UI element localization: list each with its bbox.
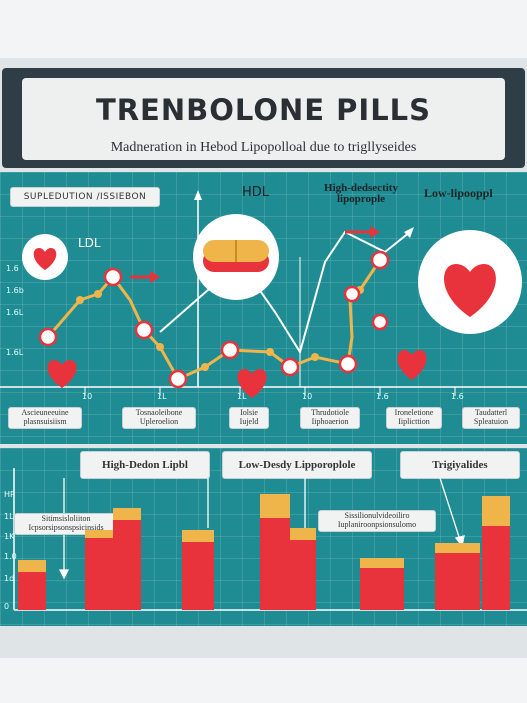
y-tick-4: 1.6L	[6, 348, 24, 357]
bar-2	[85, 530, 113, 610]
gold-point	[266, 348, 274, 356]
gold-point	[156, 343, 164, 351]
red-arrow-1	[130, 271, 160, 283]
marker-points	[38, 250, 390, 389]
gold-line-points	[76, 286, 364, 371]
bar-9	[482, 496, 510, 610]
bottom-y-tick-1: HP	[4, 490, 15, 499]
bar-cap	[182, 530, 214, 542]
y-tick-3: 1.6L	[6, 308, 24, 317]
bar-cap	[85, 530, 113, 538]
bottom-note-1: Sitimsisloliiton Icpsorsipsonspsicinsids	[14, 513, 118, 535]
bar-4	[182, 530, 214, 610]
x-tick-2: 1L	[157, 392, 167, 401]
pointer-lines	[58, 477, 465, 580]
y-tick-1: 1.6	[6, 264, 19, 273]
category-label-4: Thrudotiole Iiphoaerion	[300, 407, 360, 429]
x-tick-3: 1L	[237, 392, 247, 401]
marker-point	[134, 320, 154, 340]
trend-arrow-head	[404, 227, 414, 238]
x-tick-1: 10	[82, 392, 93, 401]
bottom-label-low: Low-Desdy Lipporoplole	[222, 451, 372, 479]
marker-point	[280, 357, 300, 377]
header-banner: TRENBOLONE PILLS Madneration in Hebod Li…	[2, 68, 525, 168]
bar-5	[260, 494, 290, 610]
gold-point	[311, 353, 319, 361]
category-label-3: Iolsie Iujeld	[229, 407, 269, 429]
bottom-y-tick-5: 1d	[4, 574, 15, 583]
header-card: TRENBOLONE PILLS Madneration in Hebod Li…	[22, 78, 505, 160]
page-subtitle: Madneration in Hebod Lipopolloal due to …	[110, 140, 417, 155]
bar-8	[435, 543, 480, 610]
marker-point	[168, 369, 188, 389]
red-arrow-2	[345, 226, 380, 238]
heart-icon	[418, 230, 522, 334]
category-label-6: Taudatterl Spleatuion	[462, 407, 520, 429]
marker-point	[370, 250, 390, 270]
bar-cap	[113, 508, 141, 520]
category-label-1: Ascieuneeuine plasnsuisiism	[8, 407, 82, 429]
marker-point	[338, 354, 358, 374]
top-chart-graphics	[0, 190, 527, 398]
section-label: SUPLEDUTION /ISSIEBON	[10, 187, 160, 207]
heart-icon	[22, 234, 68, 280]
category-label-2: Tosnaoleibone Upleroelion	[122, 407, 196, 429]
heart-icon	[47, 360, 77, 388]
marker-point	[103, 267, 123, 287]
bar-cap	[260, 494, 290, 518]
y-axis-arrow	[194, 190, 202, 200]
bar-7	[360, 558, 404, 610]
category-label-5: Ironeletione Iiplicttion	[386, 407, 442, 429]
bar-3	[113, 508, 141, 610]
heart-icon	[397, 350, 427, 380]
bottom-chart-graphics	[13, 468, 527, 611]
bottom-label-trig: Trigiyalides	[400, 451, 520, 479]
pill-icon	[193, 214, 279, 300]
x-tick-4: 10	[302, 392, 313, 401]
bottom-y-tick-4: 1.0	[4, 552, 17, 561]
bottom-y-tick-6: 0	[4, 602, 10, 611]
legend-ldl: LDL	[78, 236, 101, 250]
bar-cap	[18, 560, 46, 572]
marker-point	[371, 313, 389, 331]
bar-cap	[360, 558, 404, 568]
bar-cap	[482, 496, 510, 526]
legend-high-density: High-dedsectity lipoprople	[324, 182, 398, 205]
bar-cap	[290, 528, 316, 540]
legend-hdl: HDL	[242, 185, 270, 200]
bottom-note-2: Sissilionulvideoiliro Iuplaniroonpsionsu…	[318, 510, 436, 532]
gold-point	[94, 290, 102, 298]
x-tick-6: 1.6	[451, 392, 464, 401]
x-tick-5: 1.6	[376, 392, 389, 401]
bar-1	[18, 560, 46, 610]
legend-low-density: Low-lipooppl	[424, 186, 493, 200]
bottom-y-tick-3: 1K	[4, 532, 15, 541]
gold-point	[201, 363, 209, 371]
y-tick-2: 1.6b	[6, 286, 24, 295]
bar-6	[290, 528, 316, 610]
bottom-label-high: High-Dedon Lipbl	[80, 451, 210, 479]
marker-point	[220, 340, 240, 360]
bar-cap	[435, 543, 480, 553]
marker-point	[343, 285, 361, 303]
page-title: TRENBOLONE PILLS	[95, 93, 432, 127]
heart-icon	[237, 369, 267, 398]
marker-point	[38, 327, 58, 347]
bottom-y-tick-2: 1L	[4, 512, 14, 521]
gold-point	[76, 296, 84, 304]
